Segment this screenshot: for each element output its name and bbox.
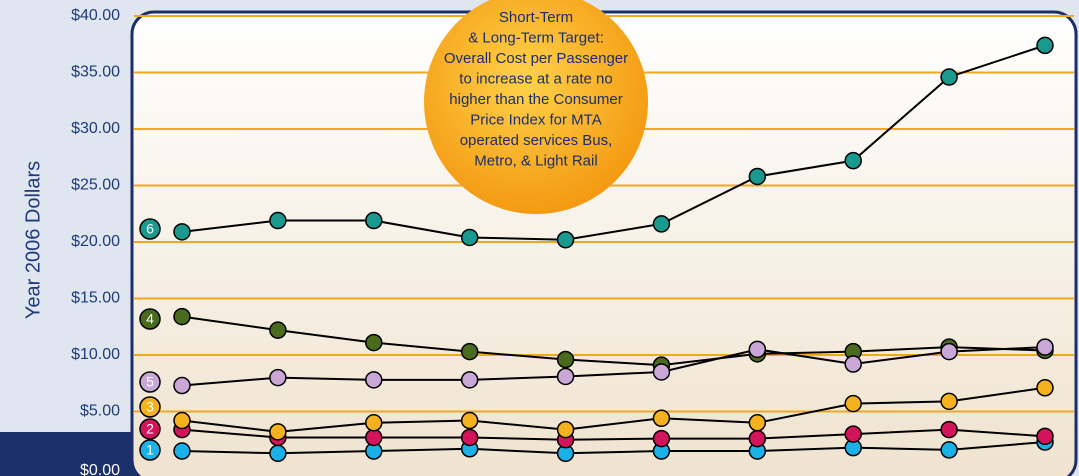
legend-marker (139, 418, 161, 440)
data-point (269, 444, 287, 463)
series-line (181, 346, 1046, 387)
data-point (844, 151, 862, 170)
y-tick-label: $0.00 (80, 462, 120, 476)
legend-label: 5 (146, 374, 154, 390)
data-point (748, 340, 767, 359)
annotation-text: operated services Bus, (460, 132, 613, 149)
data-point (940, 342, 958, 361)
legend-label: 1 (146, 442, 154, 458)
data-point (556, 367, 575, 386)
data-point (1036, 338, 1054, 356)
legend-marker (139, 371, 161, 393)
data-point (173, 376, 191, 395)
data-point (365, 428, 383, 447)
data-point (460, 342, 479, 361)
y-tick-label: $5.00 (80, 403, 120, 420)
legend-marker (139, 396, 161, 418)
data-point (748, 429, 767, 448)
data-point (652, 215, 671, 233)
data-point (1036, 379, 1054, 397)
data-point (940, 420, 958, 439)
data-point (460, 411, 479, 430)
legend-marker (139, 218, 161, 240)
data-point (940, 392, 958, 411)
y-tick-label: $25.00 (71, 177, 120, 194)
annotation-text: higher than the Consumer (449, 91, 622, 108)
data-point (556, 420, 575, 439)
corner-block (0, 432, 140, 476)
data-point (269, 368, 287, 387)
annotation-text: to increase at a rate no (459, 70, 612, 87)
data-point (844, 355, 862, 373)
data-point (844, 394, 862, 413)
data-point (460, 228, 479, 247)
y-tick-label: $40.00 (71, 7, 120, 24)
data-point (269, 423, 287, 441)
annotation-text: Metro, & Light Rail (474, 152, 597, 169)
legend-label: 3 (146, 399, 154, 415)
annotation-text: & Long-Term Target: (468, 29, 604, 46)
y-tick-label: $20.00 (71, 233, 120, 250)
series-line (181, 44, 1046, 241)
data-point (173, 442, 191, 460)
data-point (1036, 36, 1054, 55)
data-point (844, 425, 862, 443)
series-line (181, 441, 1046, 455)
series-line (181, 386, 1046, 433)
data-point (365, 211, 383, 230)
legend-label: 2 (146, 421, 154, 437)
data-point (556, 350, 575, 369)
y-tick-label: $30.00 (71, 120, 120, 137)
legend-marker (139, 308, 161, 330)
data-point (269, 211, 287, 230)
legend-label: 6 (146, 221, 154, 237)
data-point (652, 363, 671, 381)
data-point (269, 321, 287, 339)
annotation-text: Price Index for MTA (470, 111, 601, 128)
annotation-text: Short-Term (499, 9, 573, 26)
series-line (181, 428, 1046, 441)
y-tick-label: $15.00 (71, 290, 120, 307)
data-point (365, 371, 383, 389)
legend-label: 4 (146, 311, 154, 327)
data-point (1036, 427, 1054, 446)
data-point (748, 414, 767, 432)
data-point (652, 409, 671, 428)
y-tick-label: $35.00 (71, 64, 120, 81)
data-point (365, 333, 383, 352)
legend-marker (139, 439, 161, 461)
data-point (940, 68, 958, 86)
data-point (365, 414, 383, 432)
annotation-badge (424, 0, 648, 214)
y-axis-label: Year 2006 Dollars (22, 161, 44, 319)
data-point (173, 223, 191, 241)
data-point (173, 411, 191, 430)
series-line (181, 315, 1046, 367)
data-point (940, 441, 958, 459)
data-point (460, 371, 479, 389)
data-point (556, 230, 575, 249)
annotation-text: Overall Cost per Passenger (444, 50, 628, 67)
y-tick-label: $10.00 (71, 346, 120, 363)
data-point (173, 307, 191, 326)
data-point (652, 429, 671, 448)
data-point (748, 167, 767, 186)
data-point (460, 428, 479, 447)
